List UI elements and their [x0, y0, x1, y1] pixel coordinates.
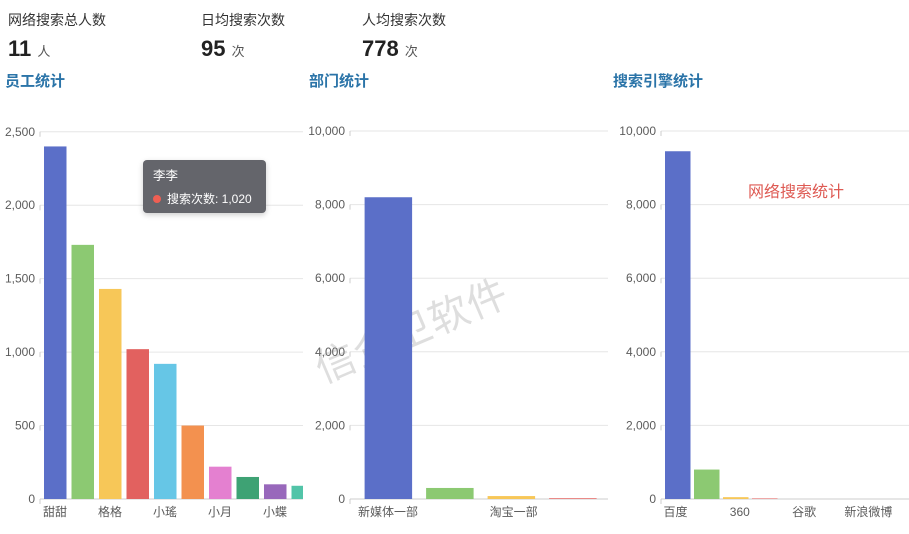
svg-text:网络搜索统计: 网络搜索统计	[748, 182, 844, 201]
svg-text:0: 0	[649, 492, 656, 506]
svg-text:0: 0	[28, 492, 35, 506]
svg-text:小月: 小月	[208, 505, 232, 519]
svg-text:6,000: 6,000	[315, 271, 345, 285]
svg-text:新媒体一部: 新媒体一部	[358, 504, 418, 519]
svg-text:2,000: 2,000	[5, 198, 35, 212]
svg-text:淘宝一部: 淘宝一部	[490, 504, 538, 519]
svg-text:8,000: 8,000	[315, 198, 345, 212]
svg-text:甜甜: 甜甜	[43, 505, 67, 519]
svg-text:8,000: 8,000	[626, 198, 656, 212]
svg-text:360: 360	[730, 505, 750, 519]
svg-text:谷歌: 谷歌	[792, 504, 816, 519]
svg-text:0: 0	[338, 492, 345, 506]
svg-text:10,000: 10,000	[308, 124, 345, 138]
svg-text:小蝶: 小蝶	[263, 504, 287, 519]
svg-text:500: 500	[15, 419, 35, 433]
svg-text:格格: 格格	[98, 504, 122, 519]
svg-text:2,000: 2,000	[626, 418, 656, 432]
svg-text:1,500: 1,500	[5, 272, 35, 286]
svg-text:小瑤: 小瑤	[153, 505, 177, 519]
svg-text:6,000: 6,000	[626, 271, 656, 285]
svg-text:10,000: 10,000	[619, 124, 656, 138]
svg-text:2,000: 2,000	[315, 418, 345, 432]
svg-text:百度: 百度	[663, 504, 687, 519]
svg-text:2,500: 2,500	[5, 125, 35, 139]
svg-text:新浪微博: 新浪微博	[844, 504, 892, 519]
svg-text:1,000: 1,000	[5, 345, 35, 359]
svg-text:4,000: 4,000	[626, 345, 656, 359]
